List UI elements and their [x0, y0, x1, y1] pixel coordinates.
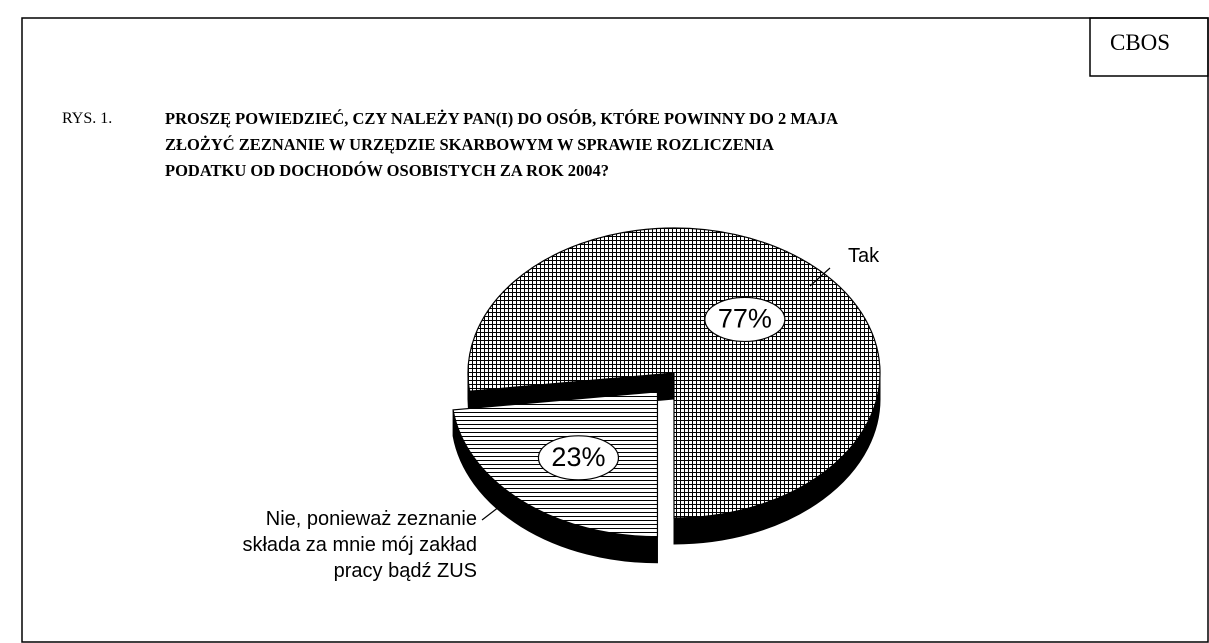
slice-label: Nie, ponieważ zeznanie składa za mnie mó…	[242, 508, 477, 582]
figure-number: RYS. 1.	[62, 110, 113, 127]
frame	[21, 17, 1209, 643]
value-label-bg	[537, 435, 620, 481]
value-label: 23%	[551, 442, 605, 472]
leader-line	[481, 499, 509, 521]
value-label: 77%	[718, 304, 772, 334]
source: CBOS	[1110, 30, 1171, 55]
value-label-bg	[704, 296, 786, 343]
leader-line	[809, 267, 831, 287]
pie: 77% 23%	[452, 227, 881, 564]
source-box	[1089, 17, 1209, 77]
slice-label: Tak	[848, 245, 880, 267]
slice	[467, 227, 881, 519]
chart-title: PROSZĘ POWIEDZIEĆ, CZY NALEŻY PAN(I) DO …	[165, 109, 839, 180]
